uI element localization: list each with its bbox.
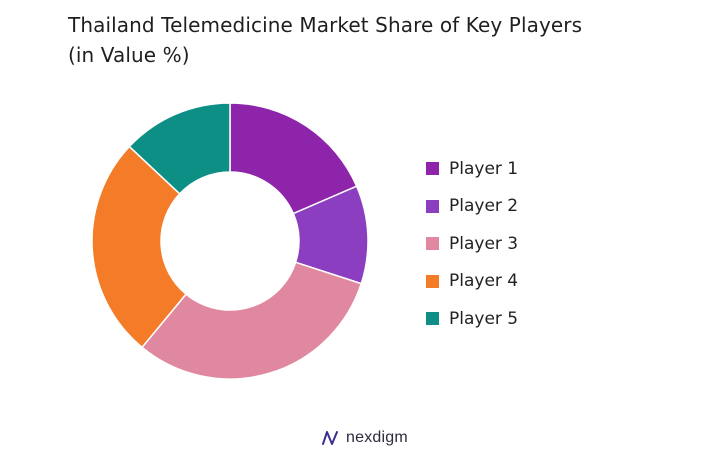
legend-item-player-1: Player 1 <box>426 150 518 188</box>
legend-item-player-2: Player 2 <box>426 188 518 226</box>
chart-title: Thailand Telemedicine Market Share of Ke… <box>68 10 582 70</box>
donut-slice-player-1 <box>229 102 358 215</box>
nexdigm-logo-icon <box>322 431 338 445</box>
brand-logo: nexdigm <box>320 428 408 448</box>
legend-label-player-5: Player 5 <box>449 308 519 329</box>
legend-item-player-3: Player 3 <box>426 225 518 263</box>
legend-swatch-player-3 <box>426 237 439 251</box>
legend-swatch-player-4 <box>426 274 439 288</box>
donut-slice-player-5 <box>128 102 231 195</box>
chart-legend: Player 1 Player 2 Player 3 Player 4 Player 5 <box>426 150 518 338</box>
legend-label-player-1: Player 1 <box>449 158 519 179</box>
chart-title-line-1: Thailand Telemedicine Market Share of Ke… <box>68 13 583 37</box>
chart-title-line-2: (in Value %) <box>68 43 190 67</box>
legend-item-player-5: Player 5 <box>426 300 518 338</box>
legend-label-player-2: Player 2 <box>449 196 519 217</box>
brand-name: nexdigm <box>346 429 408 446</box>
legend-swatch-player-5 <box>426 312 439 326</box>
legend-swatch-player-1 <box>426 162 439 176</box>
legend-label-player-4: Player 4 <box>449 271 519 292</box>
legend-swatch-player-2 <box>426 199 439 213</box>
legend-item-player-4: Player 4 <box>426 263 518 301</box>
donut-slice-player-4 <box>91 145 188 349</box>
donut-slice-player-3 <box>140 261 363 380</box>
legend-label-player-3: Player 3 <box>449 233 519 254</box>
